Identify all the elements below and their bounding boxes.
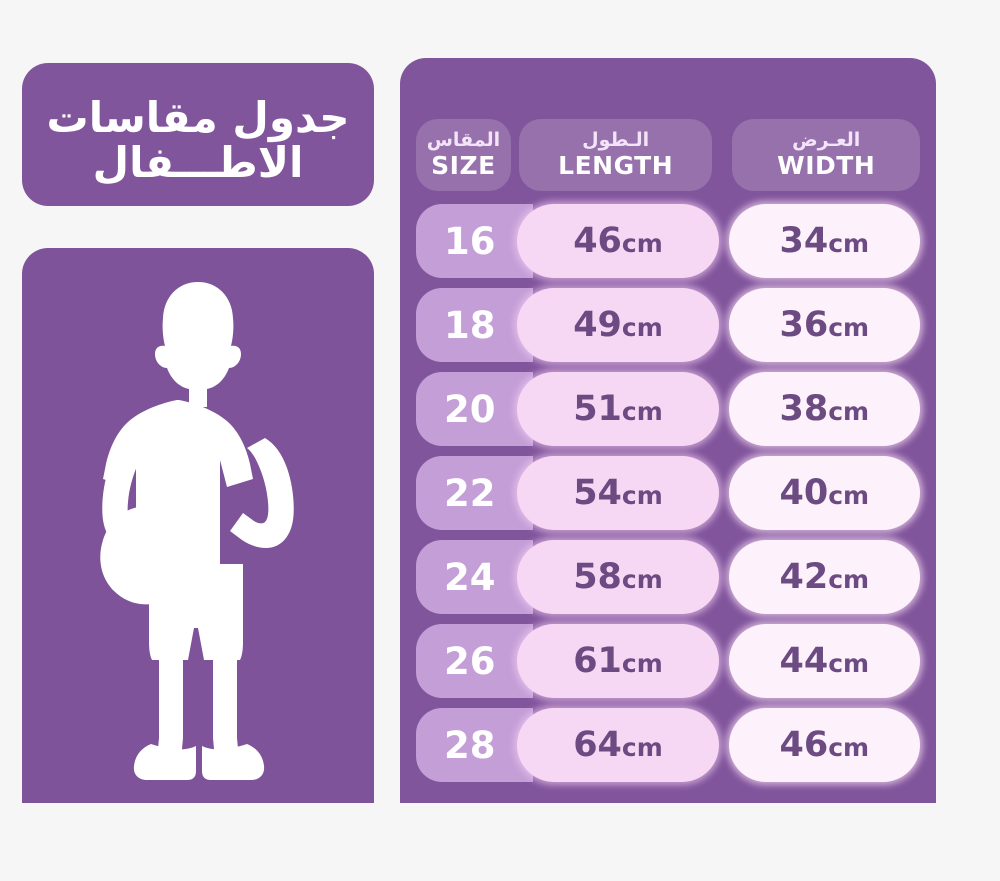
column-header-length: الـطول LENGTH [518,119,713,191]
column-header-size: المقاس SIZE [416,119,511,191]
cell-width-value: 46cm [779,725,870,765]
cell-size: 16 [416,204,534,278]
column-header-size-english: SIZE [431,150,496,180]
table-header-row: المقاس SIZE الـطول LENGTH العـرض WIDTH [416,119,921,191]
table-row: 28 64cm 46cm [416,708,920,782]
cell-size: 28 [416,708,534,782]
cell-width-value: 42cm [779,557,870,597]
cell-width: 36cm [728,288,920,362]
table-row: 20 51cm 38cm [416,372,920,446]
cell-length-value: 64cm [573,725,663,765]
cell-width-value: 34cm [779,221,870,261]
cell-width: 46cm [728,708,920,782]
table-row: 16 46cm 34cm [416,204,920,278]
figure-panel [22,248,374,803]
cell-width-value: 44cm [779,641,870,681]
child-with-ball-silhouette-icon [100,282,294,780]
cell-length: 46cm [517,204,719,278]
title-panel: جدول مقاسات الاطـــفال [22,63,374,206]
cell-width: 34cm [728,204,920,278]
table-body: 16 46cm 34cm 18 49cm 36cm 20 [416,204,920,792]
left-column: جدول مقاسات الاطـــفال [22,63,374,803]
cell-length: 49cm [517,288,719,362]
cell-length: 54cm [517,456,719,530]
cell-size: 22 [416,456,534,530]
cell-length-value: 54cm [573,473,663,513]
cell-width: 38cm [728,372,920,446]
column-header-width-english: WIDTH [777,150,876,180]
page-title-line-2: الاطـــفال [92,137,304,187]
cell-length-value: 58cm [573,557,663,597]
cell-length-value: 46cm [573,221,663,261]
cell-size: 20 [416,372,534,446]
cell-length: 58cm [517,540,719,614]
table-row: 22 54cm 40cm [416,456,920,530]
table-row: 18 49cm 36cm [416,288,920,362]
cell-width: 44cm [728,624,920,698]
cell-size: 26 [416,624,534,698]
column-header-width: العـرض WIDTH [732,119,921,191]
cell-width-value: 38cm [779,389,870,429]
page-title-line-1: جدول مقاسات [46,92,350,142]
column-header-length-english: LENGTH [558,150,674,180]
table-row: 26 61cm 44cm [416,624,920,698]
column-header-width-arabic: العـرض [792,128,861,151]
column-header-length-arabic: الـطول [582,128,650,151]
column-header-size-arabic: المقاس [426,128,501,151]
cell-length: 61cm [517,624,719,698]
cell-width: 42cm [728,540,920,614]
cell-length: 64cm [517,708,719,782]
cell-width-value: 36cm [779,305,870,345]
cell-width: 40cm [728,456,920,530]
cell-width-value: 40cm [779,473,870,513]
cell-length-value: 51cm [573,389,663,429]
table-panel: المقاس SIZE الـطول LENGTH العـرض WIDTH 1… [400,58,936,803]
cell-length-value: 49cm [573,305,663,345]
cell-length-value: 61cm [573,641,663,681]
cell-size: 24 [416,540,534,614]
cell-size: 18 [416,288,534,362]
cell-length: 51cm [517,372,719,446]
table-row: 24 58cm 42cm [416,540,920,614]
